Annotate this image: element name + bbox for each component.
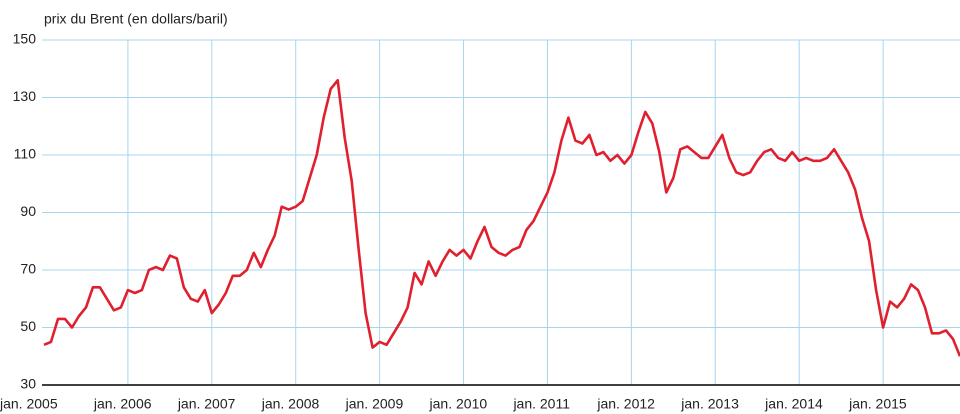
x-tick-label: jan. 2011	[512, 396, 570, 412]
x-tick-label: jan. 2014	[764, 396, 823, 412]
y-tick-label: 150	[13, 31, 37, 47]
axis-title: prix du Brent (en dollars/baril)	[44, 11, 228, 27]
x-tick-label: jan. 2012	[596, 396, 655, 412]
y-tick-label: 70	[20, 261, 36, 277]
x-tick-label: jan. 2015	[848, 396, 907, 412]
y-tick-label: 30	[20, 376, 36, 392]
line-series	[43, 79, 960, 357]
y-tick-label: 130	[13, 88, 37, 104]
x-tick-label: jan. 2006	[93, 396, 152, 412]
y-tick-label: 90	[20, 203, 36, 219]
y-tick-label: 110	[14, 146, 37, 162]
x-tick-label: jan. 2007	[177, 396, 236, 412]
x-tick-label: jan. 2013	[680, 396, 739, 412]
x-tick-label: jan. 2008	[261, 396, 320, 412]
x-tick-label: jan. 2009	[345, 396, 404, 412]
y-tick-label: 50	[20, 318, 36, 334]
x-tick-label: jan. 2010	[429, 396, 488, 412]
x-tick-label: jan. 2005	[0, 396, 58, 412]
